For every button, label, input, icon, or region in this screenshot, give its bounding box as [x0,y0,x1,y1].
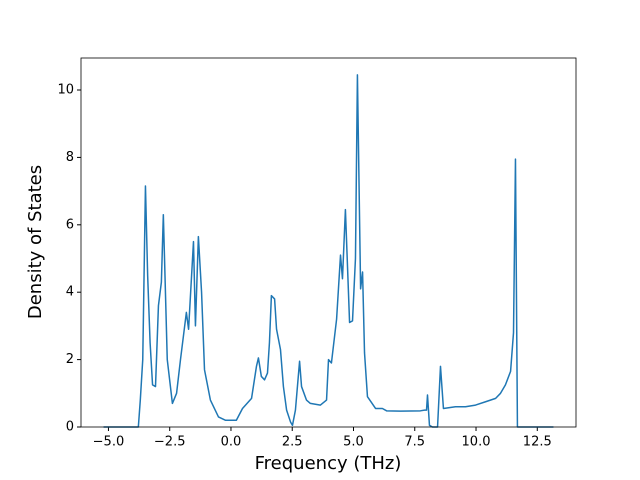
x-tick-label: 5.0 [343,435,364,450]
plot-frame [80,57,577,428]
dos-line [103,74,554,428]
y-axis-label: Density of States [25,165,46,319]
x-tick-label: −2.5 [154,435,186,450]
x-axis-label: Frequency (THz) [255,453,402,474]
y-tick-label: 0 [66,420,74,435]
x-tick-label: 12.5 [523,435,552,450]
x-tick-label: 0.0 [221,435,242,450]
y-tick-label: 6 [66,217,74,232]
x-tick-label: 2.5 [282,435,303,450]
y-tick-label: 8 [66,150,74,165]
y-tick-label: 10 [57,83,74,98]
x-tick-label: 7.5 [404,435,425,450]
x-tick-label: 10.0 [462,435,491,450]
y-tick-label: 2 [66,352,74,367]
y-tick-label: 4 [66,285,74,300]
x-tick-label: −5.0 [93,435,125,450]
